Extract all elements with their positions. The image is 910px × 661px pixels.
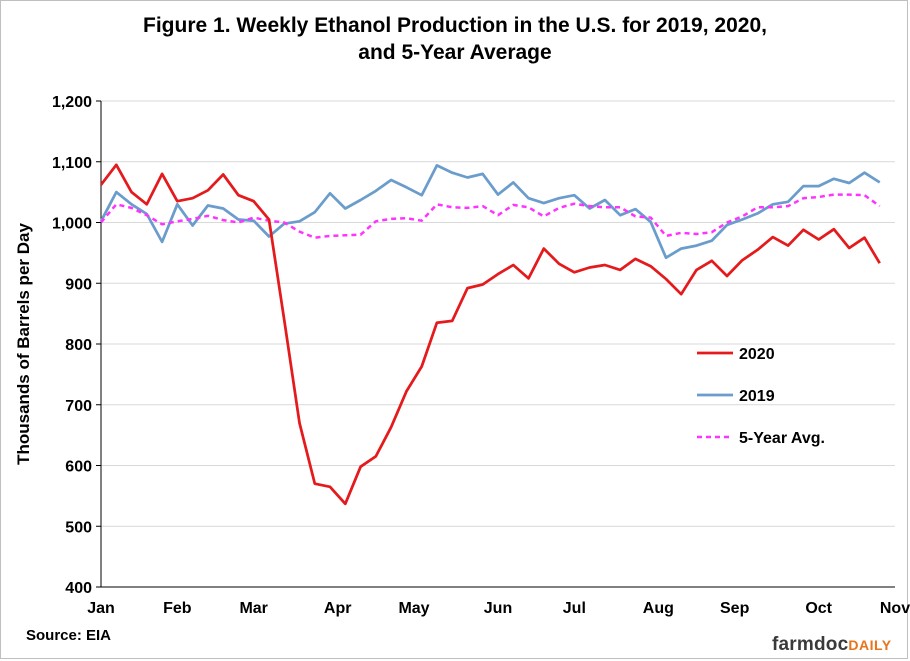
brand-logo-part-1: farmdoc — [772, 634, 849, 655]
brand-logo: farmdocDAILY — [772, 634, 892, 656]
series-line-1 — [99, 164, 881, 260]
brand-logo-part-2: DAILY — [848, 637, 892, 653]
chart-title-line-2: and 5-Year Average — [358, 41, 552, 64]
x-tick-label: Jul — [563, 600, 586, 617]
y-tick-label: 700 — [65, 398, 92, 415]
y-tick-label: 800 — [65, 337, 92, 354]
y-tick-label: 1,200 — [52, 94, 92, 111]
x-tick-label: Jun — [484, 600, 512, 617]
y-axis-label: Thousands of Barrels per Day — [14, 223, 33, 465]
legend-label: 2020 — [739, 346, 775, 363]
series-line-2 — [100, 193, 881, 239]
axes: 400 500 600 700 800 900 1,000 1,100 1,200 Jan Feb M… — [52, 94, 910, 617]
series-line-0 — [99, 163, 881, 506]
legend-label: 5-Year Avg. — [739, 430, 825, 447]
source-note: Source: EIA — [26, 627, 112, 644]
x-tick-label: May — [398, 600, 429, 617]
x-tick-label: Apr — [324, 600, 352, 617]
chart-title: Figure 1. Weekly Ethanol Production in t… — [0, 12, 910, 66]
series-lines — [99, 163, 881, 506]
legend: 2020 2019 5-Year Avg. — [697, 346, 825, 447]
y-tick-label: 600 — [65, 459, 92, 476]
x-tick-label: Feb — [163, 600, 192, 617]
y-tick-label: 400 — [65, 580, 92, 597]
gridlines — [101, 100, 895, 527]
x-tick-label: Sep — [720, 600, 750, 617]
x-tick-label: Oct — [805, 600, 832, 617]
x-tick-label: Nov — [880, 600, 910, 617]
x-tick-label: Aug — [643, 600, 674, 617]
x-tick-label: Mar — [239, 600, 267, 617]
legend-label: 2019 — [739, 388, 775, 405]
y-tick-label: 900 — [65, 276, 92, 293]
x-tick-label: Jan — [87, 600, 115, 617]
y-tick-label: 500 — [65, 519, 92, 536]
y-tick-label: 1,000 — [52, 216, 92, 233]
chart-title-line-1: Figure 1. Weekly Ethanol Production in t… — [143, 14, 767, 37]
y-tick-label: 1,100 — [52, 155, 92, 172]
